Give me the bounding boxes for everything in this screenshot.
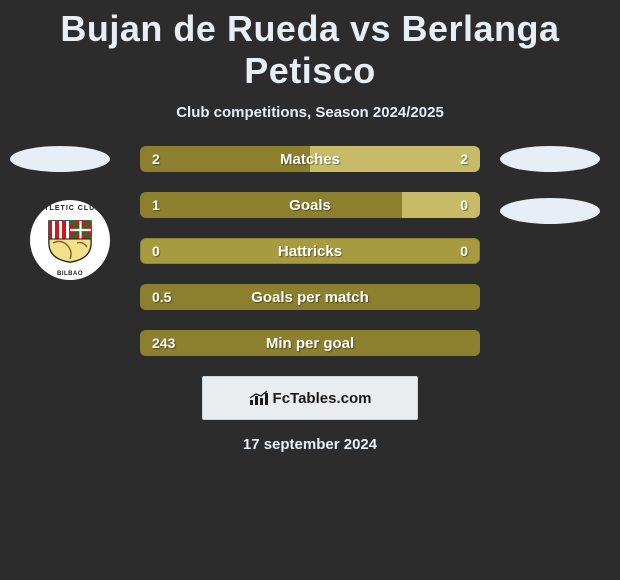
club-badge-bottom-text: BILBAO bbox=[35, 271, 105, 277]
brand-label: FcTables.com bbox=[273, 390, 372, 407]
club-badge-top-text: ATLETIC CLUB bbox=[35, 205, 105, 212]
stat-bar: 243Min per goal bbox=[140, 330, 480, 356]
page-title: Bujan de Rueda vs Berlanga Petisco bbox=[0, 0, 620, 92]
player-right-oval-1 bbox=[500, 146, 600, 172]
stat-bar: 2Matches2 bbox=[140, 146, 480, 172]
stat-value-right: 0 bbox=[460, 192, 468, 218]
stat-value-right: 2 bbox=[460, 146, 468, 172]
player-left-oval bbox=[10, 146, 110, 172]
chart-icon bbox=[249, 390, 269, 406]
stat-bar: 0.5Goals per match bbox=[140, 284, 480, 310]
brand-box: FcTables.com bbox=[202, 376, 418, 420]
player-right-oval-2 bbox=[500, 198, 600, 224]
stat-label: Matches bbox=[140, 146, 480, 172]
stat-label: Goals per match bbox=[140, 284, 480, 310]
stat-value-right: 0 bbox=[460, 238, 468, 264]
stat-label: Hattricks bbox=[140, 238, 480, 264]
shield-icon bbox=[47, 219, 93, 263]
stat-label: Goals bbox=[140, 192, 480, 218]
stat-label: Min per goal bbox=[140, 330, 480, 356]
date-label: 17 september 2024 bbox=[0, 436, 620, 453]
stat-bar: 0Hattricks0 bbox=[140, 238, 480, 264]
stat-bar: 1Goals0 bbox=[140, 192, 480, 218]
comparison-panel: ATLETIC CLUB BILBAO 2Matches21Goals00Hat… bbox=[0, 146, 620, 453]
club-badge: ATLETIC CLUB BILBAO bbox=[30, 200, 110, 280]
stat-bars: 2Matches21Goals00Hattricks00.5Goals per … bbox=[140, 146, 480, 356]
season-subtitle: Club competitions, Season 2024/2025 bbox=[0, 104, 620, 121]
